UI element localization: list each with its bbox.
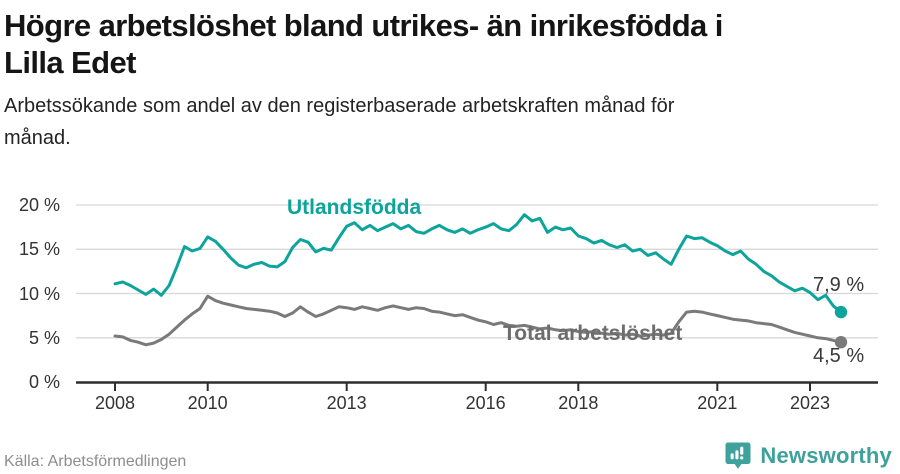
newsworthy-logo[interactable]: Newsworthy: [724, 441, 892, 470]
series-end-dot-utlandsfodda: [834, 305, 848, 319]
page-title-line-1: Högre arbetslöshet bland utrikes- än inr…: [4, 8, 723, 43]
subtitle-line-1: Arbetssökande som andel av den registerb…: [4, 95, 675, 117]
source-note: Källa: Arbetsförmedlingen: [4, 453, 187, 470]
newsworthy-bubble-chart-icon: [724, 441, 752, 470]
newsworthy-logo-text: Newsworthy: [760, 442, 892, 468]
page-title-line-2: Lilla Edet: [4, 45, 136, 80]
series-line-total: [113, 294, 843, 347]
series-end-dot-total: [834, 336, 848, 349]
series-line-utlandsfodda: [113, 213, 843, 314]
subtitle-line-2: månad.: [4, 127, 71, 149]
